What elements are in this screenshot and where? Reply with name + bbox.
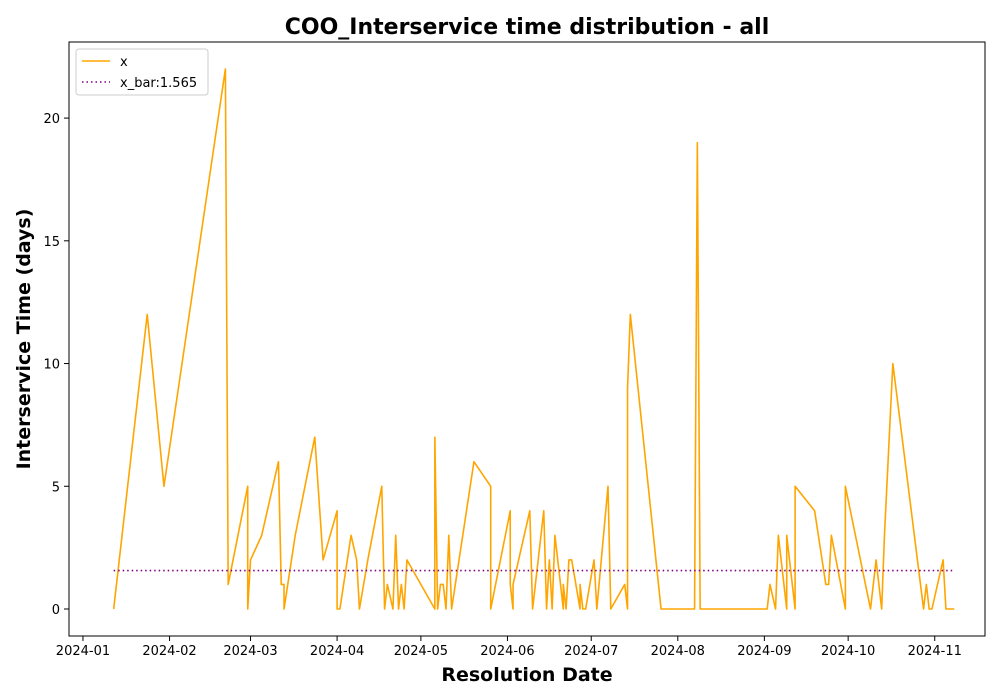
x-tick-label: 2024-07 bbox=[564, 644, 618, 659]
series-layer bbox=[112, 68, 955, 610]
y-tick-label: 0 bbox=[52, 603, 60, 618]
x-tick-label: 2024-10 bbox=[821, 644, 875, 659]
x-tick-label: 2024-03 bbox=[223, 644, 277, 659]
series-line-0 bbox=[112, 68, 955, 610]
y-axis-label: Interservice Time (days) bbox=[13, 209, 35, 470]
x-tick-label: 2024-02 bbox=[142, 644, 196, 659]
chart-title: COO_Interservice time distribution - all bbox=[285, 15, 770, 40]
y-axis-ticks: 0 5 10 15 20 bbox=[43, 112, 69, 618]
legend-label-x: x bbox=[120, 55, 128, 70]
y-tick-label: 10 bbox=[43, 358, 60, 373]
x-tick-label: 2024-11 bbox=[908, 644, 962, 659]
plot-area: 2024-01 2024-02 2024-03 2024-04 2024-05 2024-… bbox=[43, 41, 986, 659]
x-tick-label: 2024-01 bbox=[56, 644, 110, 659]
x-tick-label: 2024-05 bbox=[394, 644, 448, 659]
x-tick-label: 2024-04 bbox=[310, 644, 364, 659]
plot-background bbox=[69, 42, 985, 636]
y-tick-label: 15 bbox=[43, 235, 60, 250]
x-tick-label: 2024-06 bbox=[480, 644, 534, 659]
x-axis-label: Resolution Date bbox=[441, 664, 612, 686]
legend-label-x-bar: x_bar:1.565 bbox=[120, 76, 197, 91]
y-tick-label: 5 bbox=[52, 480, 60, 495]
plot-frame bbox=[68, 41, 986, 637]
legend: x x_bar:1.565 bbox=[75, 48, 209, 96]
x-tick-label: 2024-09 bbox=[737, 644, 791, 659]
x-axis-ticks: 2024-01 2024-02 2024-03 2024-04 2024-05 2024-… bbox=[56, 636, 962, 659]
y-tick-label: 20 bbox=[43, 112, 60, 127]
x-tick-label: 2024-08 bbox=[651, 644, 705, 659]
